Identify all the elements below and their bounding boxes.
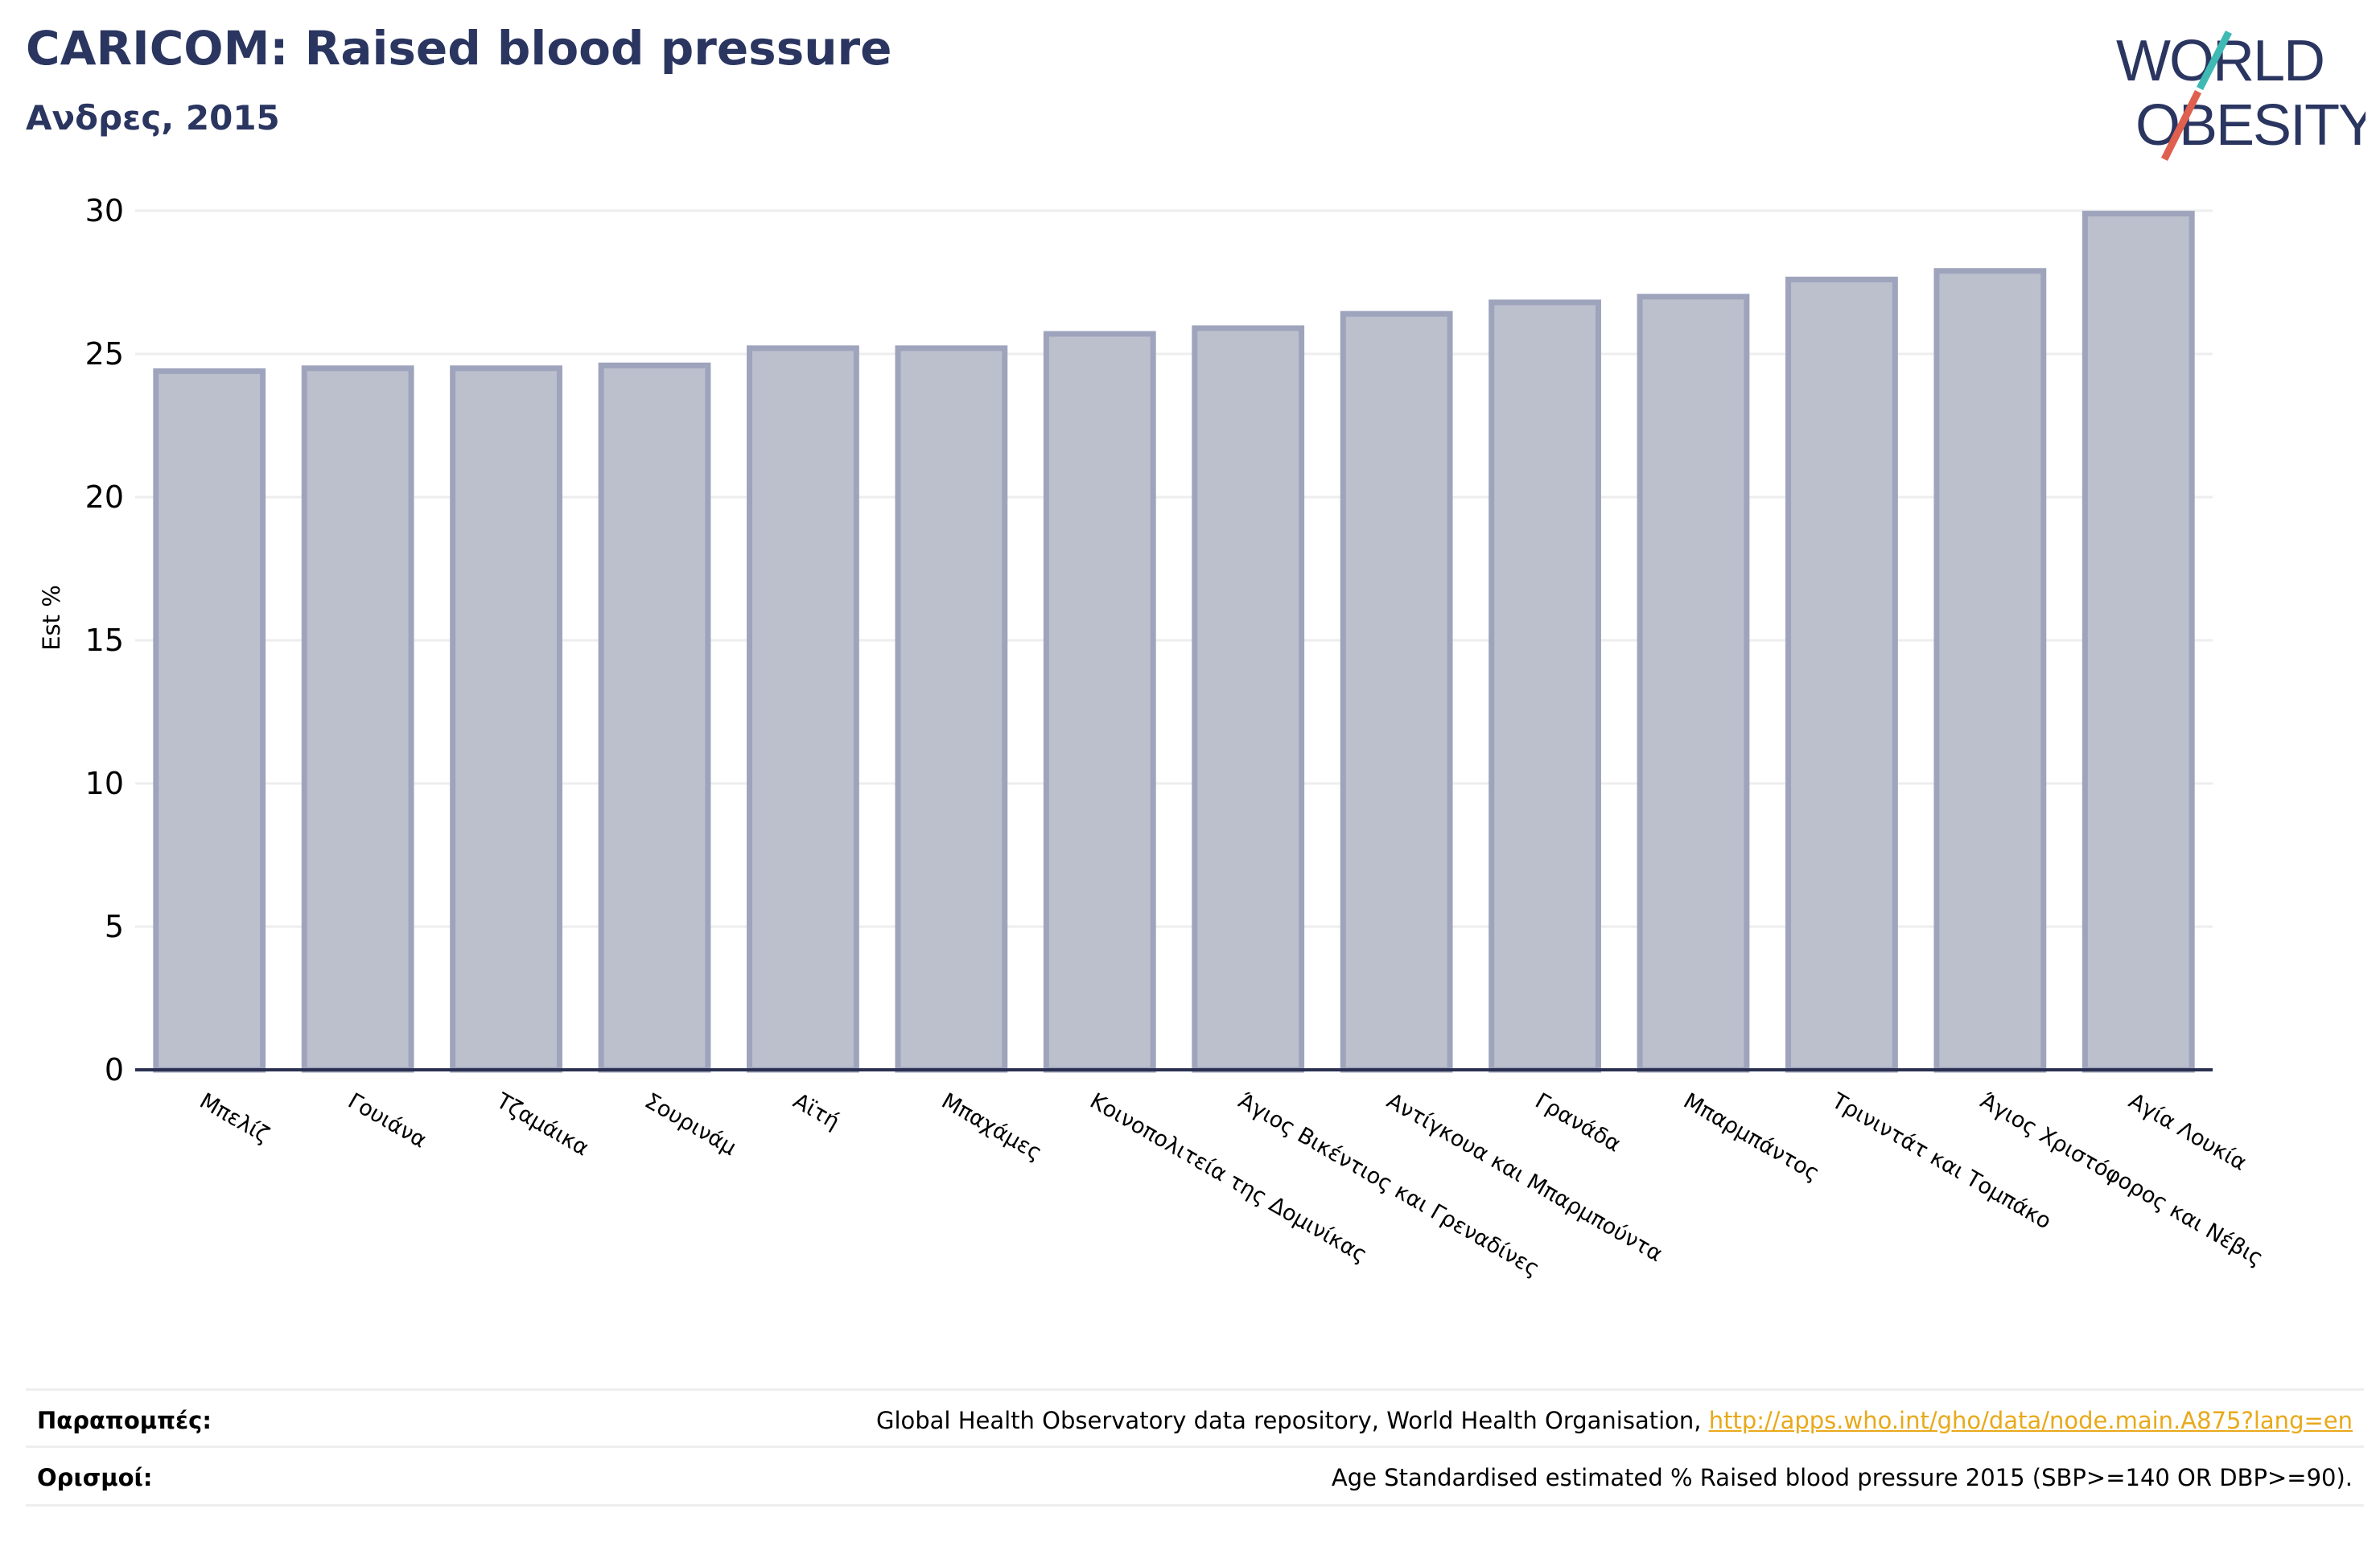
x-tick-label: Μπαχάμες <box>937 1088 1046 1166</box>
bar <box>598 362 711 1073</box>
y-tick-label: 25 <box>85 336 124 372</box>
logo-slash-red <box>2160 89 2202 162</box>
bar <box>1043 331 1156 1073</box>
y-tick-labels: 0 5 10 15 20 25 30 <box>85 193 124 1088</box>
world-obesity-logo: WORLD OBESITY <box>2116 29 2366 162</box>
x-tick-labels: Μπελίζ Γουιάνα Τζαμάικα Σουρινάμ Αϊτή Μπαχάμε… <box>196 1088 2267 1282</box>
bar <box>1489 299 1601 1073</box>
references-label: Παραπομπές: <box>37 1407 212 1434</box>
definitions-label: Ορισμοί: <box>37 1464 153 1491</box>
x-tick-label: Αντίγκουα και Μπαρμπούντα <box>1382 1088 1666 1267</box>
chart-subtitle: Ανδρες, 2015 <box>26 98 280 138</box>
logo-slash-teal <box>2196 30 2233 91</box>
y-tick-label: 30 <box>85 193 124 228</box>
definitions-text: Age Standardised estimated % Raised bloo… <box>1331 1464 2353 1491</box>
bar <box>1785 276 1898 1073</box>
y-tick-label: 15 <box>85 623 124 658</box>
y-tick-label: 5 <box>105 909 124 944</box>
y-axis-label: Est % <box>38 585 65 651</box>
x-tick-label: Σουρινάμ <box>640 1088 740 1161</box>
bar <box>1637 294 1750 1073</box>
x-tick-label: Μπαρμπάντος <box>1679 1088 1824 1186</box>
y-tick-label: 10 <box>85 766 124 801</box>
x-tick-label: Τζαμάικα <box>492 1088 593 1162</box>
references-link[interactable]: http://apps.who.int/gho/data/node.main.A… <box>1708 1407 2353 1434</box>
x-tick-label: Άγιος Βικέντιος και Γρεναδίνες <box>1234 1088 1544 1281</box>
bar <box>301 365 414 1073</box>
x-tick-label: Κοινοπολιτεία της Δομινίκας <box>1085 1088 1371 1268</box>
x-tick-label: Αϊτή <box>789 1088 843 1134</box>
bars <box>153 211 2195 1073</box>
x-tick-label: Άγιος Χριστόφορος και Νέβις <box>1976 1088 2267 1271</box>
x-tick-label: Αγία Λουκία <box>2124 1088 2250 1176</box>
x-tick-label: Μπελίζ <box>196 1088 274 1148</box>
bar <box>1933 268 2047 1073</box>
bar <box>450 365 562 1073</box>
definitions-row: Ορισμοί: Age Standardised estimated % Ra… <box>26 1445 2364 1507</box>
bar <box>1340 310 1453 1073</box>
bar <box>2081 211 2195 1073</box>
bar <box>153 368 266 1073</box>
x-tick-label: Γουιάνα <box>344 1088 430 1153</box>
bar-chart: 0 5 10 15 20 25 30 Μπελίζ Γουιάνα Τζαμάικα Σουριν… <box>38 193 2267 1282</box>
y-tick-label: 0 <box>105 1052 124 1088</box>
references-row: Παραπομπές: Global Health Observatory da… <box>26 1388 2364 1447</box>
x-tick-label: Γρανάδα <box>1531 1088 1625 1157</box>
references-text: Global Health Observatory data repositor… <box>875 1407 1702 1434</box>
bar <box>895 345 1008 1073</box>
y-tick-label: 20 <box>85 479 124 515</box>
chart-title: CARICOM: Raised blood pressure <box>26 21 892 76</box>
references-text-wrapper: Global Health Observatory data repositor… <box>876 1407 2353 1434</box>
bar <box>747 345 859 1073</box>
logo-word-world: WORLD <box>2116 29 2324 93</box>
grid-lines <box>135 209 2213 928</box>
bar <box>1192 325 1305 1073</box>
